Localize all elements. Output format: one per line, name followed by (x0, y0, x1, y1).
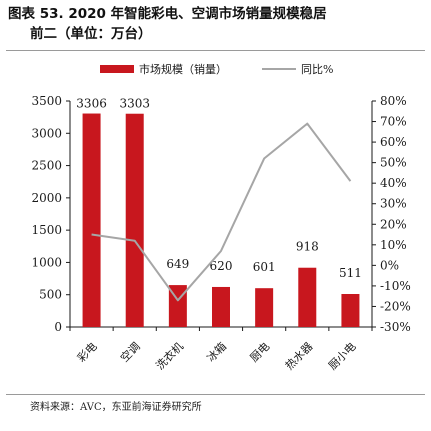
bar (255, 288, 274, 327)
bar (125, 113, 144, 327)
chart-title-line2: 前二（单位：万台） (30, 26, 152, 42)
legend-bar-label: 市场规模（销量） (139, 62, 227, 76)
right-tick-label: -10% (380, 279, 411, 293)
right-tick-label: 60% (380, 135, 407, 149)
category-label: 热水器 (283, 340, 316, 373)
data-label: 3306 (76, 97, 107, 111)
right-tick-label: -30% (380, 320, 411, 334)
bar (341, 294, 360, 327)
category-label: 冰箱 (204, 339, 229, 364)
bar (298, 267, 317, 327)
bar (82, 113, 101, 327)
left-tick-label: 3000 (31, 126, 62, 140)
bottom-rule (6, 394, 425, 395)
top-rule (6, 50, 425, 51)
right-tick-label: 50% (380, 156, 407, 170)
left-tick-label: 0 (54, 320, 62, 334)
legend-line-label: 同比% (301, 63, 333, 76)
category-label: 洗衣机 (153, 339, 186, 372)
legend-bar-swatch (100, 65, 134, 73)
category-label: 彩电 (75, 340, 100, 365)
right-tick-label: 80% (380, 94, 407, 108)
right-tick-label: 70% (380, 115, 407, 129)
yoy-line (91, 122, 352, 302)
data-label: 3303 (119, 97, 150, 111)
category-label: 空调 (117, 339, 142, 364)
chart-title: 图表 53. 2020 年智能彩电、空调市场销量规模稳居 前二（单位：万台） (8, 4, 428, 44)
source-note: 资料来源：AVC，东亚前海证券研究所 (30, 402, 202, 413)
left-tick-label: 3500 (31, 94, 62, 108)
data-label: 620 (210, 259, 233, 273)
left-tick-label: 1000 (31, 255, 62, 269)
data-label: 649 (166, 257, 189, 271)
right-tick-label: 20% (380, 217, 407, 231)
data-label: 601 (253, 260, 276, 274)
data-label: 918 (296, 240, 319, 254)
left-tick-label: 2000 (31, 191, 62, 205)
left-tick-label: 2500 (31, 159, 62, 173)
chart-title-line1: 图表 53. 2020 年智能彩电、空调市场销量规模稳居 (8, 6, 327, 22)
data-label: 511 (339, 266, 362, 280)
left-tick-label: 1500 (31, 223, 62, 237)
category-label: 厨小电 (326, 340, 359, 373)
right-tick-label: 0% (380, 258, 399, 272)
left-tick-label: 500 (39, 288, 62, 302)
right-tick-label: 40% (380, 176, 407, 190)
right-tick-label: 30% (380, 197, 407, 211)
right-tick-label: -20% (380, 299, 411, 313)
category-label: 厨电 (248, 340, 273, 365)
bar (212, 286, 230, 327)
right-tick-label: 10% (380, 238, 407, 252)
